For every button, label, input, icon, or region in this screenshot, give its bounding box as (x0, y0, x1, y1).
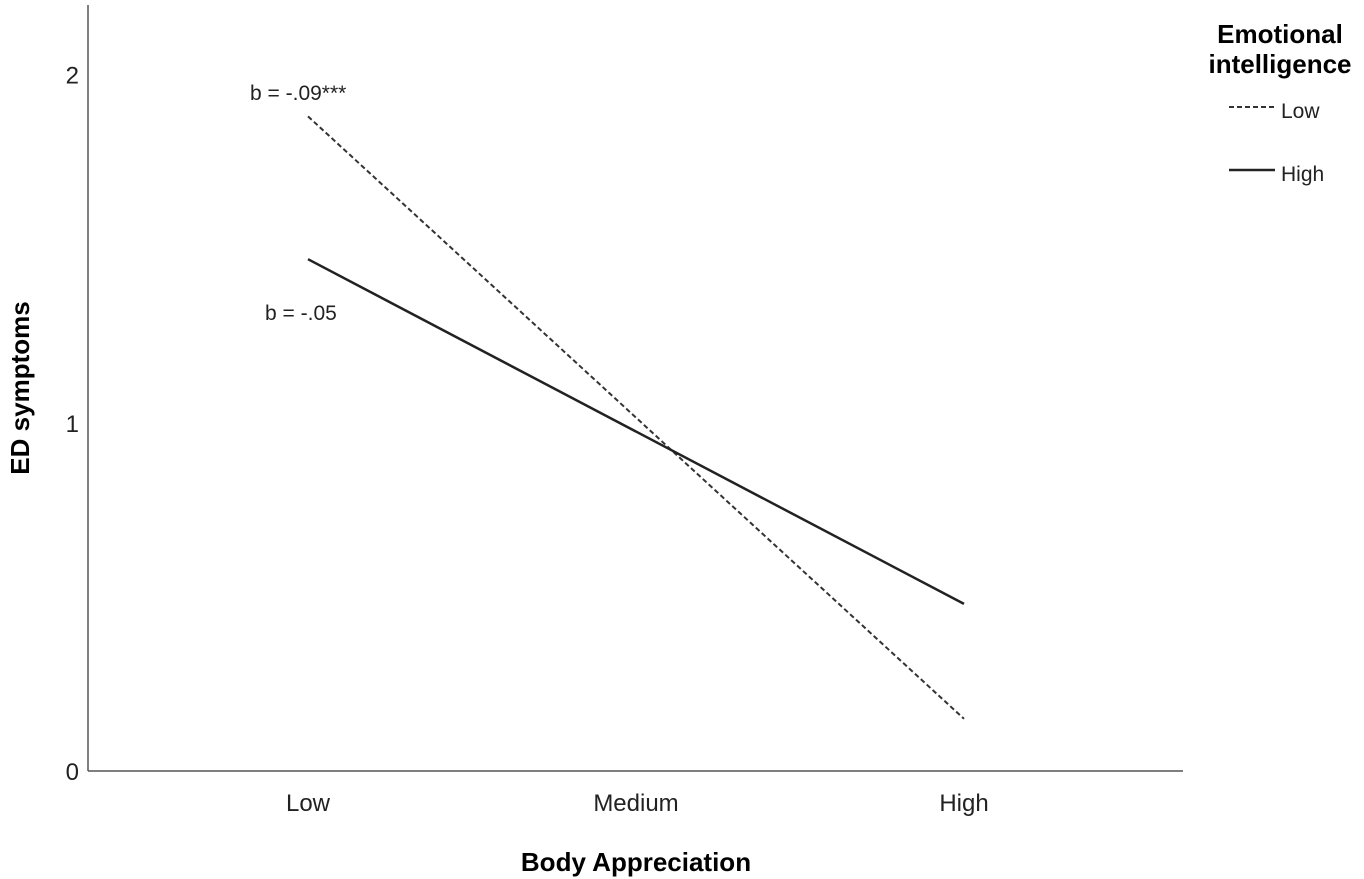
legend: Emotional intelligence Low High (1208, 19, 1351, 186)
y-tick-label: 2 (66, 63, 79, 90)
legend-title-line-1: Emotional (1217, 19, 1343, 49)
y-axis-title: ED symptoms (5, 301, 35, 474)
annotation-high-ei: b = -.05 (265, 302, 337, 325)
legend-label-high: High (1281, 163, 1324, 186)
series-line-high-ei (307, 258, 965, 606)
series-line-low-ei (307, 115, 965, 720)
x-tick-label-low: Low (286, 790, 331, 817)
x-tick-label-high: High (939, 790, 988, 817)
x-tick-labels: Low Medium High (286, 790, 989, 817)
legend-title-line-2: intelligence (1208, 49, 1351, 79)
y-tick-label: 0 (66, 759, 79, 786)
series-lines (307, 115, 965, 720)
legend-label-low: Low (1281, 100, 1320, 123)
x-axis-title: Body Appreciation (521, 847, 751, 877)
annotation-low-ei: b = -.09*** (250, 82, 346, 105)
x-tick-label-medium: Medium (593, 790, 678, 817)
y-tick-labels: 0 1 2 (66, 63, 79, 786)
y-tick-label: 1 (66, 411, 79, 438)
